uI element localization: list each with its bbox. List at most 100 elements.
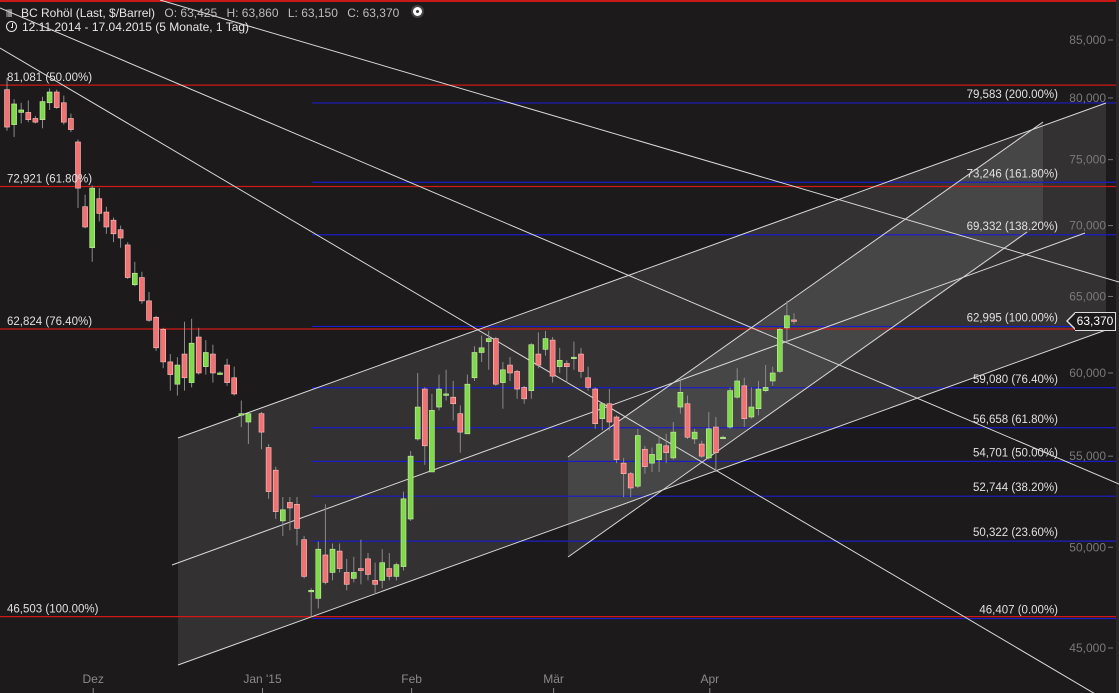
candle-body-up — [393, 564, 400, 577]
candle-body-up — [132, 272, 138, 286]
candle-body-up — [599, 403, 606, 419]
candle — [39, 96, 46, 129]
candle-body-up — [46, 91, 53, 104]
fib-retracement-label: 62,824 (76.40%) — [7, 316, 92, 328]
candle-body-down — [287, 502, 293, 509]
instrument-title: BC Rohöl (Last, $/Barrel) — [21, 6, 156, 20]
downtrend-line-2 — [0, 7, 1119, 485]
candle-body-down — [224, 364, 230, 383]
candle-body-down — [53, 91, 60, 108]
fib-retracement-label: 81,081 (50.00%) — [7, 72, 92, 84]
candle-body-down — [167, 361, 174, 375]
y-tick-label: 85,000 — [1069, 33, 1106, 47]
candle — [720, 435, 726, 440]
fib-extension-label: 69,332 (138.20%) — [967, 221, 1059, 233]
candle-body-down — [514, 371, 520, 390]
candle — [585, 366, 591, 391]
candle — [684, 395, 691, 439]
candle-body-down — [549, 339, 556, 377]
candle-body-down — [741, 385, 748, 419]
candle — [96, 188, 103, 222]
candle — [670, 422, 677, 460]
candle — [308, 588, 315, 617]
candle-body-up — [542, 338, 549, 350]
candle — [301, 535, 307, 579]
candle — [224, 358, 230, 386]
candle-body-down — [32, 118, 39, 123]
y-tick-label: 55,000 — [1069, 449, 1106, 463]
candle-body-down — [713, 426, 719, 453]
candle — [329, 543, 336, 581]
candle — [365, 553, 371, 581]
candle-body-up — [656, 443, 662, 460]
fib-extension-label: 73,246 (161.80%) — [967, 168, 1059, 180]
candle-body-up — [776, 329, 783, 372]
candle — [400, 491, 407, 571]
candle-body-down — [4, 89, 10, 128]
candle-body-down — [322, 554, 329, 583]
candle-body-up — [571, 356, 577, 359]
candle-body-down — [25, 112, 32, 121]
candle-body-down — [791, 319, 797, 322]
candle-body-up — [203, 352, 209, 367]
y-tick-label: 60,000 — [1069, 366, 1106, 380]
candle — [464, 374, 471, 435]
settings-icon[interactable] — [410, 5, 424, 18]
candle — [421, 387, 428, 465]
candle-body-up — [677, 391, 684, 408]
candle — [139, 271, 145, 304]
candle — [656, 435, 662, 472]
ohlc-readout: O: 63,425 H: 63,860 L: 63,150 C: 63,370 — [164, 6, 408, 20]
downtrend-line-1 — [0, 47, 1095, 693]
candle — [634, 428, 641, 488]
candle-body-down — [68, 118, 74, 130]
candle — [53, 89, 60, 109]
candle-body-down — [103, 211, 110, 228]
fib-extension-label: 50,322 (23.60%) — [973, 527, 1058, 539]
candle — [436, 374, 442, 411]
candle-body-up — [329, 548, 336, 573]
candle-body-up — [500, 369, 506, 383]
high-value: H: 63,860 — [226, 6, 279, 20]
fib-retracement-label: 72,921 (61.80%) — [7, 174, 92, 186]
x-tick-label: Feb — [401, 672, 422, 686]
candle-body-down — [294, 503, 300, 529]
candle — [68, 113, 74, 133]
x-tick-label: Apr — [700, 672, 719, 686]
candle — [784, 300, 790, 342]
candle — [372, 562, 378, 595]
fib-extension-label: 54,701 (50.00%) — [973, 447, 1058, 459]
candle — [563, 360, 570, 383]
candle-body-down — [698, 443, 705, 457]
candle-body-down — [124, 244, 131, 278]
candle-body-down — [110, 219, 117, 235]
candle-body-up — [308, 589, 315, 593]
candle-body-up — [279, 509, 286, 522]
candle — [174, 357, 181, 396]
candle — [294, 497, 300, 546]
candle — [203, 340, 209, 375]
candle — [521, 385, 528, 404]
candle — [592, 387, 599, 429]
candle-body-up — [727, 390, 733, 428]
candle-body-down — [358, 568, 364, 571]
candle — [599, 402, 606, 431]
candle-body-up — [245, 413, 252, 423]
candle — [677, 380, 684, 414]
close-value: C: 63,370 — [347, 6, 400, 20]
candle — [279, 497, 286, 536]
candle-body-up — [414, 406, 421, 440]
candle — [18, 102, 25, 124]
channel-lower-line — [177, 329, 1107, 666]
low-value: L: 63,150 — [287, 6, 338, 20]
fib-retracement-label: 46,503 (100.00%) — [7, 604, 99, 616]
candle-body-up — [11, 103, 17, 125]
candle-body-up — [784, 315, 790, 329]
candle-body-up — [755, 388, 762, 409]
candle-body-down — [535, 353, 542, 366]
candle-body-up — [762, 387, 769, 391]
candle — [542, 330, 549, 356]
fib-extension-label: 56,658 (61.80%) — [973, 414, 1058, 426]
candle-body-up — [471, 352, 478, 379]
